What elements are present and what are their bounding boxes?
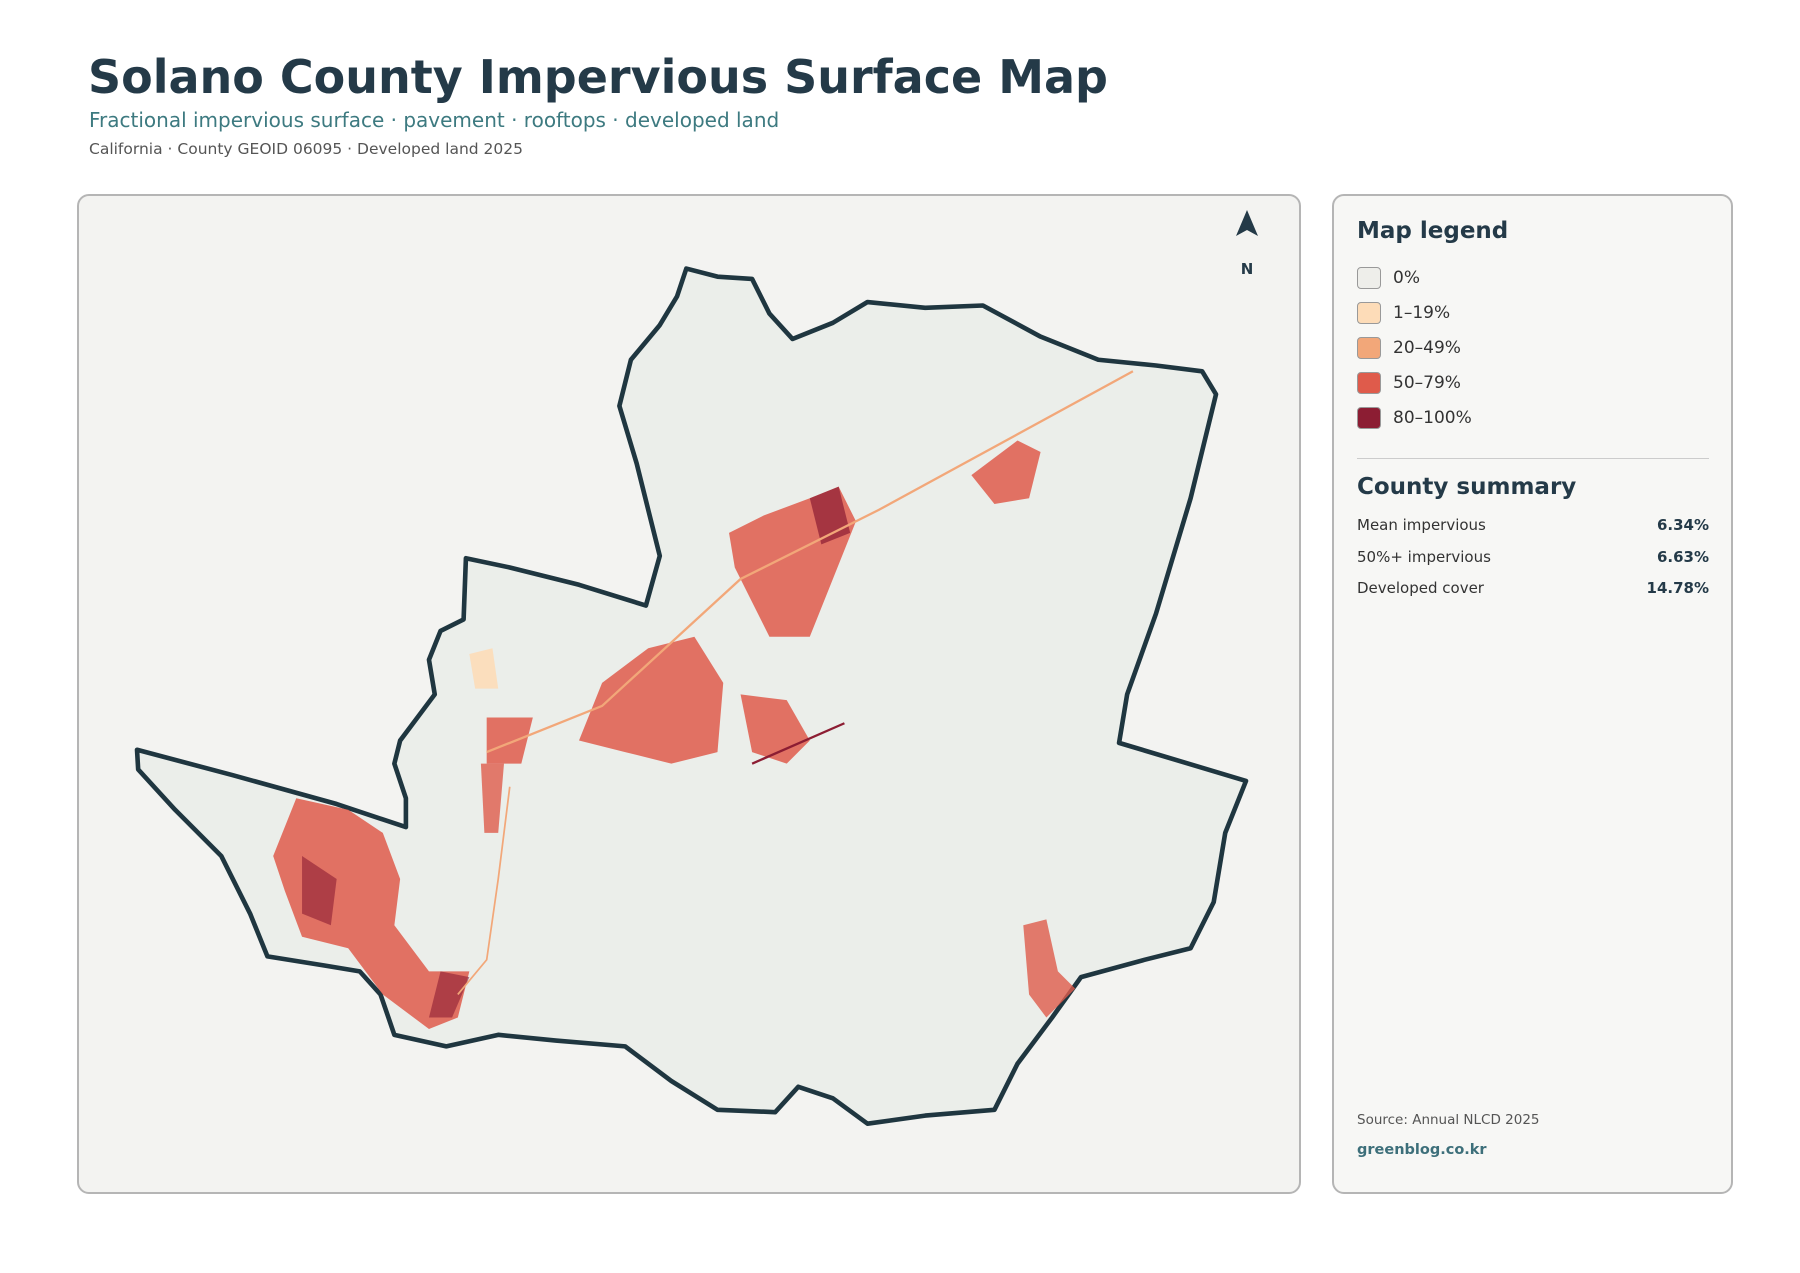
summary-row: Developed cover 14.78% xyxy=(1357,579,1709,597)
divider xyxy=(1357,458,1709,459)
legend-label: 80–100% xyxy=(1393,408,1472,428)
legend-label: 0% xyxy=(1393,268,1420,288)
legend-swatch xyxy=(1357,372,1381,394)
north-label: N xyxy=(1241,260,1254,278)
legend-label: 20–49% xyxy=(1393,338,1461,358)
legend-item: 50–79% xyxy=(1357,371,1461,395)
legend-item: 0% xyxy=(1357,266,1420,290)
subtitle: Fractional impervious surface · pavement… xyxy=(89,108,780,132)
legend-item: 80–100% xyxy=(1357,406,1472,430)
credit: greenblog.co.kr xyxy=(1357,1142,1487,1158)
legend-swatch xyxy=(1357,302,1381,324)
legend-swatch xyxy=(1357,267,1381,289)
summary-row: Mean impervious 6.34% xyxy=(1357,516,1709,534)
summary-value: 6.63% xyxy=(1656,547,1709,566)
summary-value: 14.78% xyxy=(1646,579,1709,597)
legend-item: 1–19% xyxy=(1357,301,1450,325)
developed-areas xyxy=(273,370,1134,1030)
legend-swatch xyxy=(1357,337,1381,359)
source: Source: Annual NLCD 2025 xyxy=(1357,1112,1540,1128)
map-panel: N xyxy=(77,194,1301,1194)
north-arrow xyxy=(1236,210,1258,236)
summary-title: County summary xyxy=(1357,474,1577,500)
summary-row: 50%+ impervious 6.63% xyxy=(1357,548,1709,566)
summary-label: Mean impervious xyxy=(1357,516,1486,534)
legend-title: Map legend xyxy=(1357,218,1509,244)
legend-item: 20–49% xyxy=(1357,336,1461,360)
county xyxy=(134,266,1249,1126)
map: N xyxy=(134,210,1258,1126)
legend-label: 50–79% xyxy=(1393,373,1461,393)
legend-label: 1–19% xyxy=(1393,303,1451,323)
title: Solano County Impervious Surface Map xyxy=(88,50,1108,104)
summary-label: 50%+ impervious xyxy=(1357,547,1491,566)
summary-label: Developed cover xyxy=(1357,579,1484,597)
legend-swatch xyxy=(1357,407,1381,429)
summary-value: 6.34% xyxy=(1656,516,1709,534)
meta: California · County GEOID 06095 · Develo… xyxy=(89,140,523,158)
sidebar: Map legend 0% 1–19% 20–49% 50–79% 80–100% Co… xyxy=(1332,194,1733,1194)
